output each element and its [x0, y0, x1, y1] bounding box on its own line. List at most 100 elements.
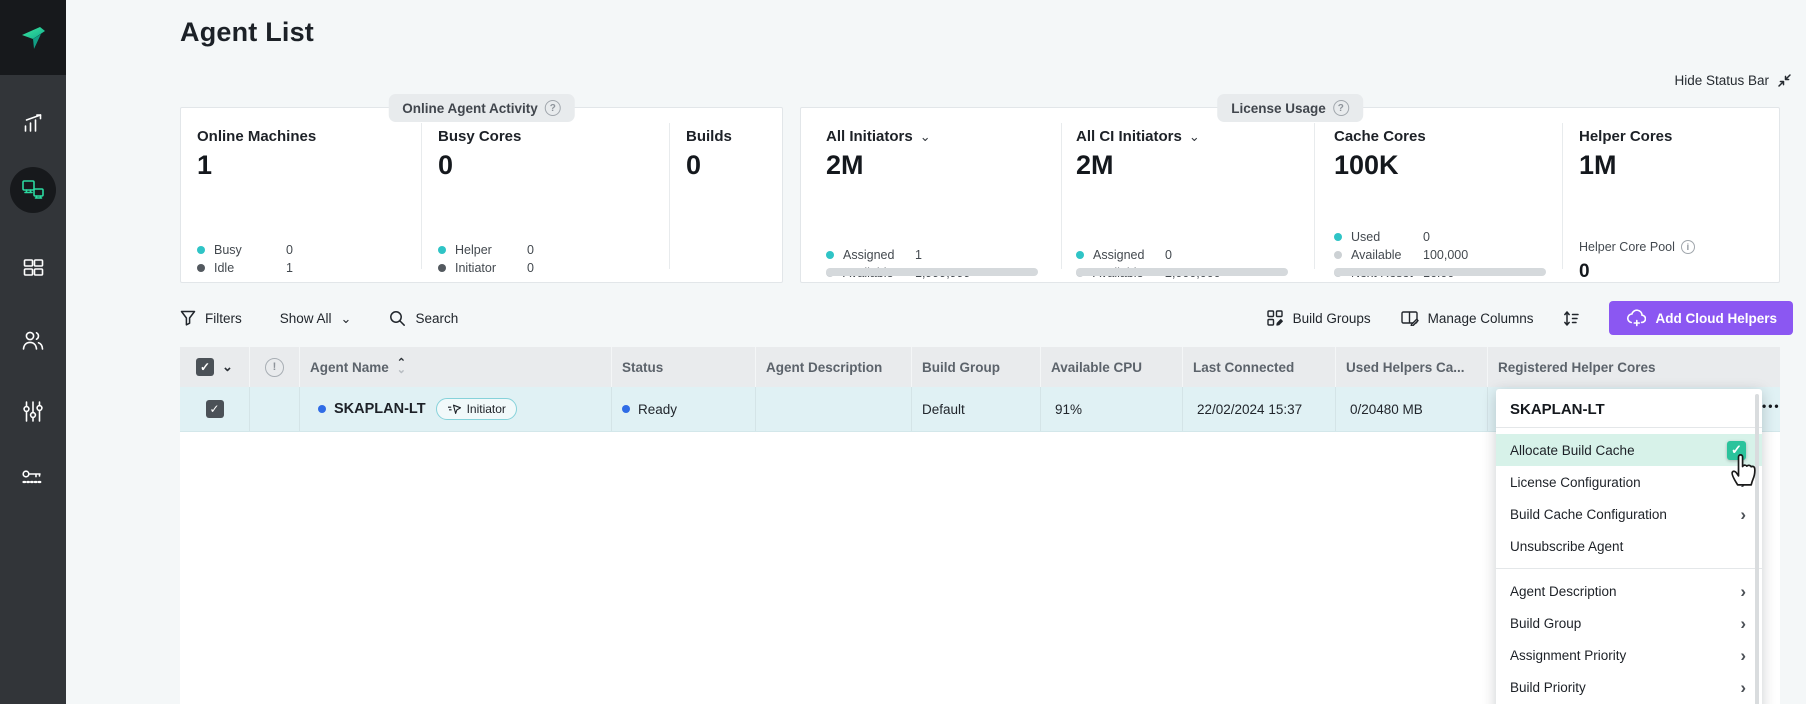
row-status-cell: Ready	[612, 387, 756, 431]
page-title: Agent List	[180, 17, 314, 48]
card-divider	[669, 123, 670, 269]
menu-item-build-group[interactable]: Build Group ›	[1496, 607, 1762, 639]
menu-item-license-configuration[interactable]: License Configuration ›	[1496, 466, 1762, 498]
agent-list-screen: Agent List Hide Status Bar Online Agent …	[0, 0, 1806, 704]
show-all-dropdown[interactable]: Show All ⌄	[280, 311, 352, 326]
helper-cores-column: Helper Cores 1M Helper Core Pool i 0	[1579, 128, 1769, 181]
all-ci-initiators-progress-bar	[1076, 268, 1288, 276]
license-usage-label: License Usage	[1231, 101, 1326, 116]
header-build-group[interactable]: Build Group	[912, 347, 1041, 387]
hide-status-bar-label: Hide Status Bar	[1674, 73, 1769, 88]
sidebar-item-agents[interactable]	[10, 167, 56, 213]
row-agent-name-cell: SKAPLAN-LT Initiator	[300, 387, 612, 431]
cloud-plus-icon	[1625, 309, 1646, 328]
legend-item: Assigned 1	[826, 246, 971, 264]
cache-cores-progress-bar	[1334, 268, 1546, 276]
help-icon[interactable]: ?	[545, 100, 561, 116]
sidebar-item-analytics[interactable]	[10, 100, 56, 146]
online-machines-value: 1	[197, 150, 407, 181]
builds-value: 0	[686, 150, 776, 181]
help-icon[interactable]: ?	[1333, 100, 1349, 116]
header-registered-helper-cores[interactable]: Registered Helper Cores	[1488, 347, 1780, 387]
sidebar	[0, 0, 66, 704]
select-all-header-cell: ✓ ⌄	[180, 347, 250, 387]
header-last-connected[interactable]: Last Connected	[1183, 347, 1336, 387]
agent-context-menu: SKAPLAN-LT Allocate Build Cache ✓ Licens…	[1496, 389, 1762, 704]
legend-item: Used 0	[1334, 228, 1468, 246]
all-ci-initiators-dropdown[interactable]: All CI Initiators ⌄	[1076, 128, 1301, 145]
header-agent-description[interactable]: Agent Description	[756, 347, 912, 387]
row-select-cell: ✓	[180, 387, 250, 431]
chevron-right-icon: ›	[1740, 647, 1746, 664]
busy-dot	[197, 246, 205, 254]
select-all-checkbox[interactable]: ✓	[196, 358, 214, 376]
info-icon[interactable]: i	[1681, 240, 1695, 254]
online-agent-activity-pill: Online Agent Activity ?	[388, 94, 575, 122]
sidebar-item-settings[interactable]	[10, 388, 56, 434]
chevron-down-icon: ⌄	[1189, 133, 1200, 141]
cache-cores-column: Cache Cores 100K Used 0 Available 100,00…	[1334, 128, 1544, 181]
manage-columns-button[interactable]: Manage Columns	[1401, 310, 1534, 326]
header-status[interactable]: Status	[612, 347, 756, 387]
available-dot	[1334, 251, 1342, 259]
search-icon	[389, 310, 406, 327]
helper-core-pool-value: 0	[1579, 261, 1590, 283]
online-agent-activity-card: Online Agent Activity ? Online Machines …	[180, 107, 783, 283]
build-groups-button[interactable]: Build Groups	[1267, 310, 1371, 327]
sidebar-item-dashboard[interactable]	[10, 245, 56, 291]
card-divider	[421, 123, 422, 269]
row-checkbox[interactable]: ✓	[206, 400, 224, 418]
row-agent-description-cell	[756, 387, 912, 431]
manage-columns-icon	[1401, 310, 1419, 326]
row-used-helpers-cell: 0/20480 MB	[1336, 387, 1488, 431]
busy-cores-value: 0	[438, 150, 648, 181]
license-key-icon	[21, 468, 45, 488]
busy-cores-column: Busy Cores 0 Helper 0 Initiator 0	[438, 128, 648, 181]
cache-cores-title: Cache Cores	[1334, 128, 1544, 145]
alerts-header-cell[interactable]: !	[250, 347, 300, 387]
license-usage-pill: License Usage ?	[1217, 94, 1363, 122]
legend-item: Assigned 0	[1076, 246, 1221, 264]
add-cloud-helpers-button[interactable]: Add Cloud Helpers	[1609, 301, 1793, 335]
sidebar-item-users[interactable]	[10, 317, 56, 363]
row-build-group-cell: Default	[912, 387, 1041, 431]
menu-item-assignment-priority[interactable]: Assignment Priority ›	[1496, 639, 1762, 671]
menu-item-build-priority[interactable]: Build Priority ›	[1496, 671, 1762, 703]
initiator-rocket-icon	[447, 403, 462, 415]
sidebar-item-license-keys[interactable]	[10, 455, 56, 501]
hand-pointer-cursor	[1727, 449, 1761, 487]
menu-divider	[1496, 568, 1762, 569]
header-agent-name[interactable]: Agent Name ⌃ ⌄	[300, 347, 612, 387]
row-alert-cell	[250, 387, 300, 431]
online-machines-title: Online Machines	[197, 128, 407, 145]
all-initiators-column: All Initiators ⌄ 2M Assigned 1 Available…	[826, 128, 1051, 181]
chevron-right-icon: ›	[1740, 506, 1746, 523]
agents-machines-icon	[20, 178, 46, 202]
assigned-dot	[1076, 251, 1084, 259]
agent-name[interactable]: SKAPLAN-LT	[334, 401, 426, 417]
app-logo[interactable]	[0, 0, 66, 75]
builds-column: Builds 0	[686, 128, 776, 181]
hide-status-bar-button[interactable]: Hide Status Bar	[1674, 73, 1792, 88]
filters-button[interactable]: Filters	[180, 310, 242, 326]
cache-cores-value: 100K	[1334, 150, 1544, 181]
status-ready-dot	[622, 405, 630, 413]
menu-item-agent-description[interactable]: Agent Description ›	[1496, 575, 1762, 607]
row-density-button[interactable]	[1563, 310, 1579, 327]
menu-scrollbar[interactable]	[1755, 394, 1759, 704]
sort-icon[interactable]: ⌃ ⌄	[397, 360, 406, 374]
search-button[interactable]: Search	[389, 310, 458, 327]
row-actions-button[interactable]: •••	[1762, 399, 1781, 413]
menu-item-unsubscribe-agent[interactable]: Unsubscribe Agent	[1496, 530, 1762, 562]
header-used-helpers-cache[interactable]: Used Helpers Ca...	[1336, 347, 1488, 387]
header-available-cpu[interactable]: Available CPU	[1041, 347, 1183, 387]
menu-item-allocate-build-cache[interactable]: Allocate Build Cache ✓	[1496, 434, 1762, 466]
chevron-down-icon: ⌄	[341, 315, 352, 322]
menu-item-build-cache-configuration[interactable]: Build Cache Configuration ›	[1496, 498, 1762, 530]
analytics-chart-icon	[21, 111, 46, 135]
selection-menu-chevron-icon[interactable]: ⌄	[222, 363, 233, 371]
chevron-right-icon: ›	[1740, 583, 1746, 600]
card-divider	[1314, 123, 1315, 269]
all-initiators-dropdown[interactable]: All Initiators ⌄	[826, 128, 1051, 145]
filter-funnel-icon	[180, 310, 196, 326]
